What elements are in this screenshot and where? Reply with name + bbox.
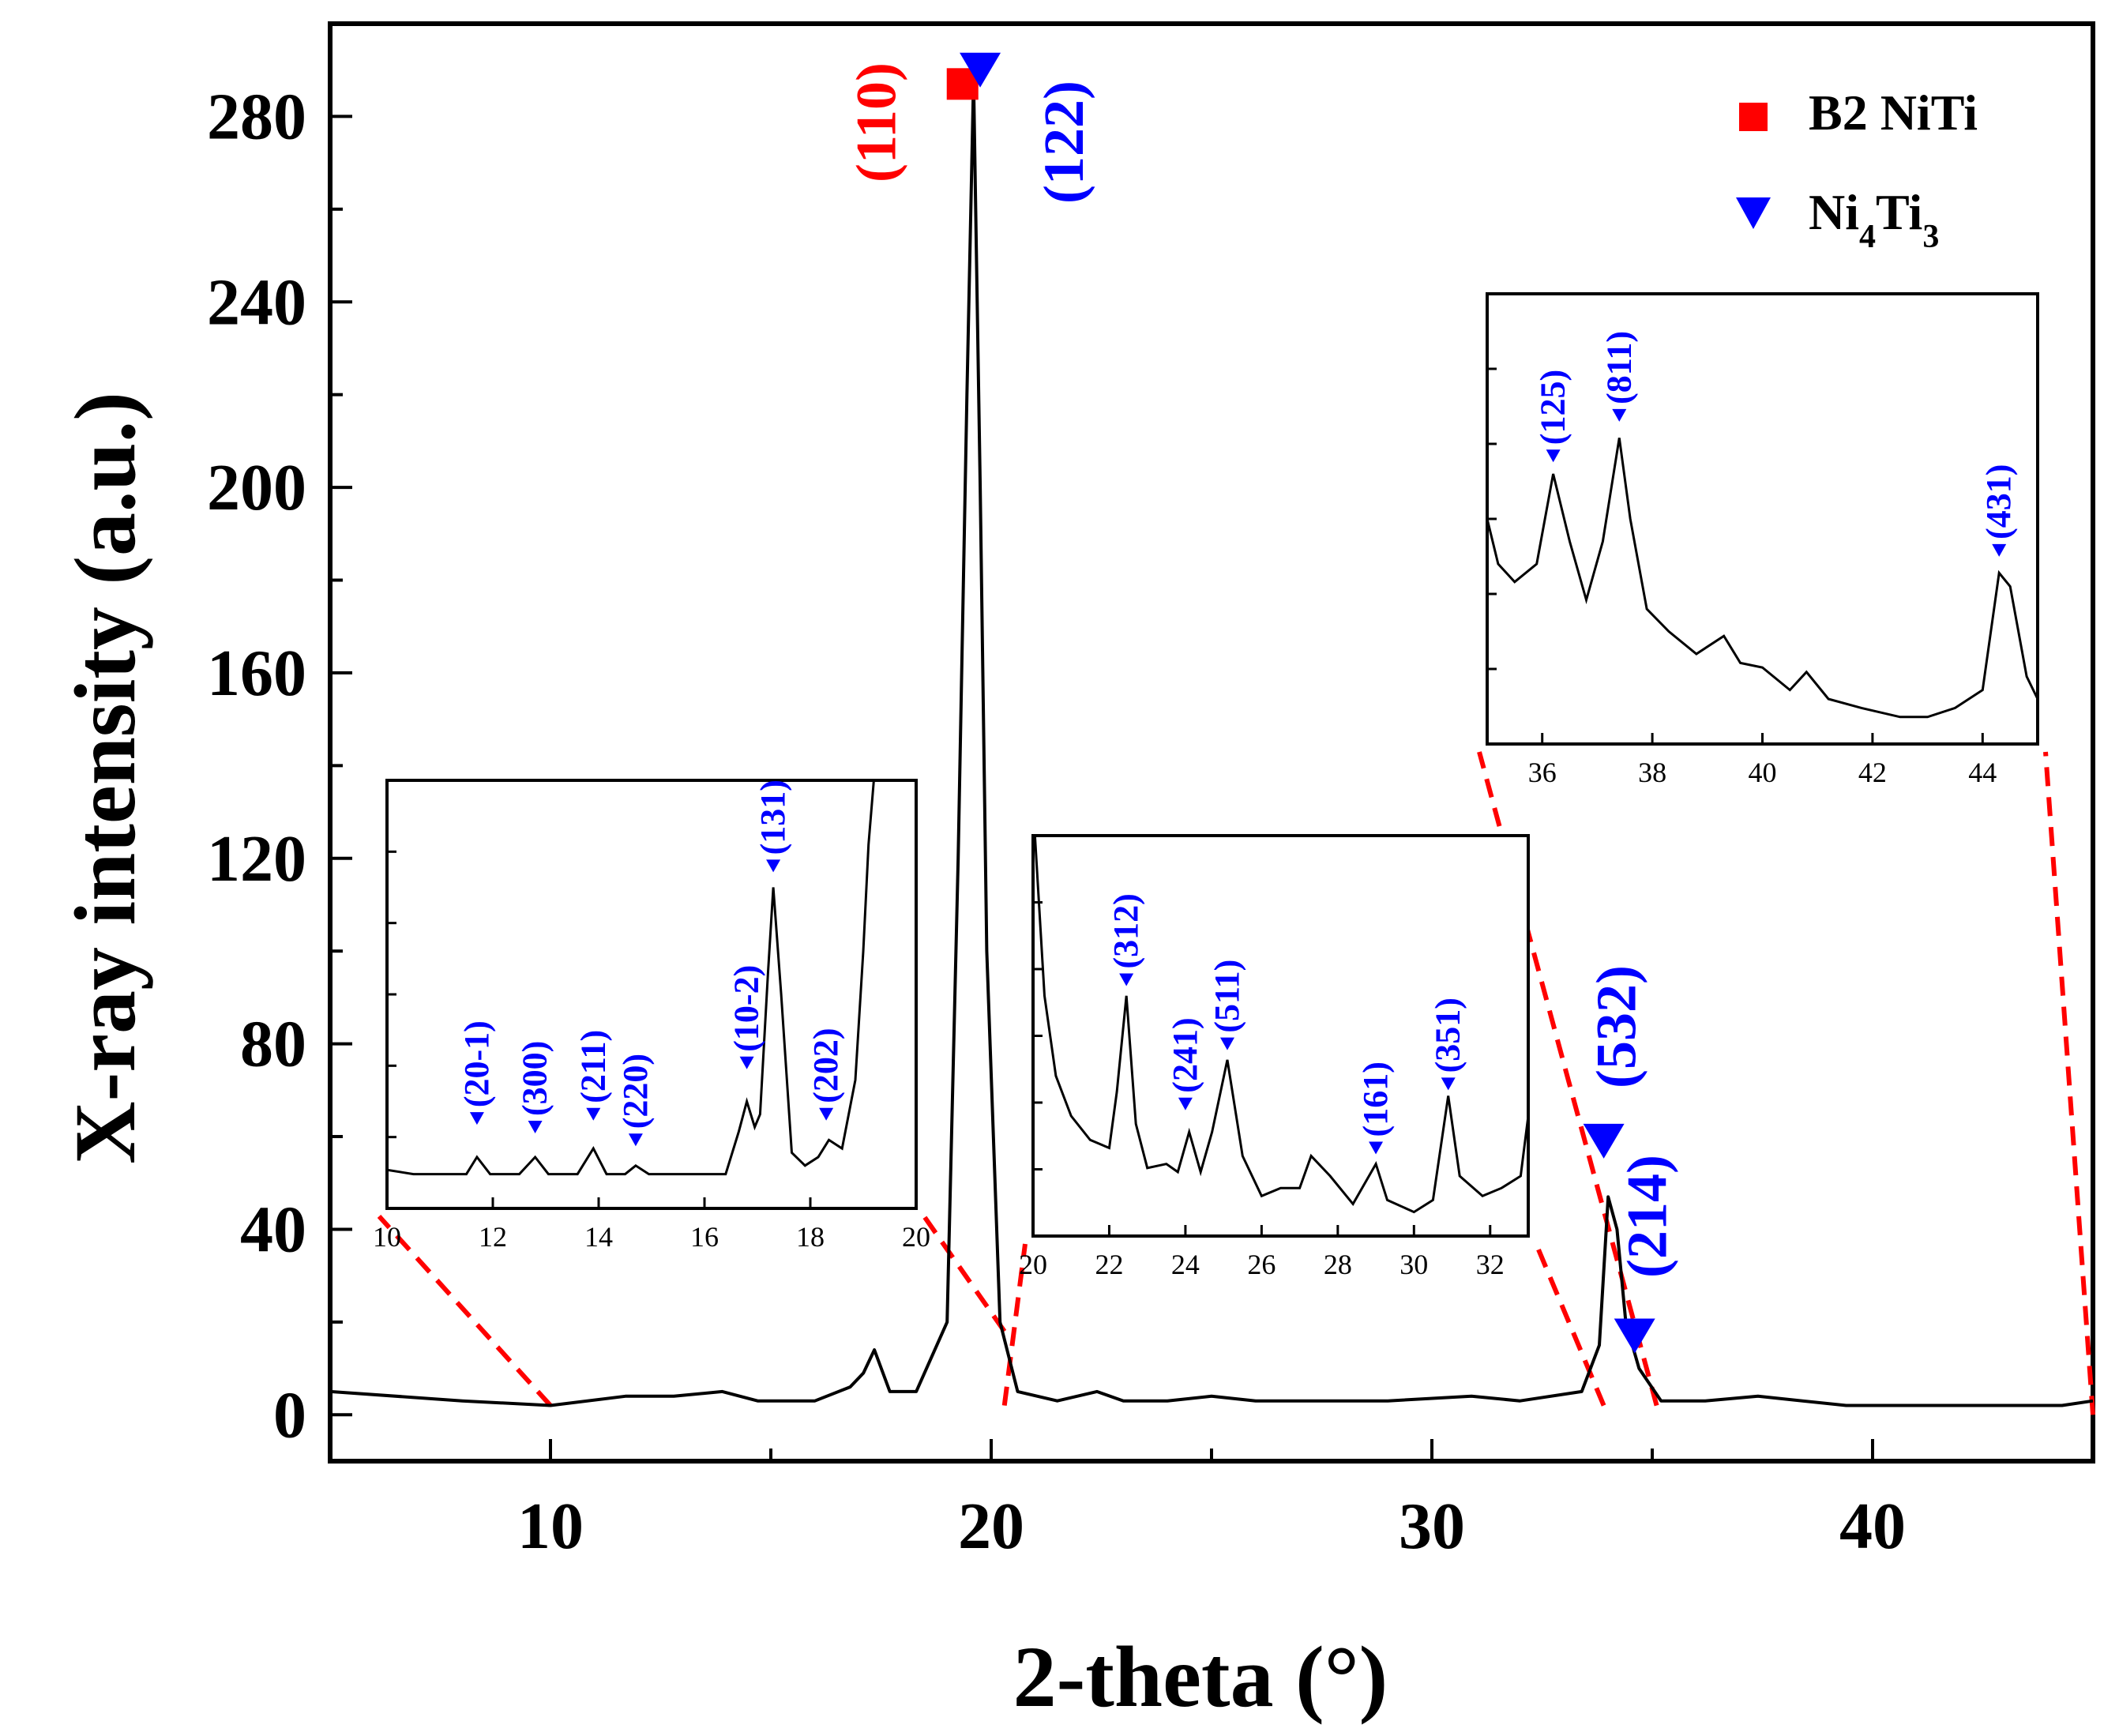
main-series xyxy=(329,77,2094,1407)
inset-x-tick-label: 28 xyxy=(1324,1249,1352,1280)
inset-peak-triangle xyxy=(766,859,781,873)
inset-x-tick-label: 18 xyxy=(796,1221,825,1253)
legend-swatch-b2-niti xyxy=(1739,103,1768,131)
x-tick-label: 20 xyxy=(958,1490,1024,1563)
inset-peak-label: (300) xyxy=(516,1041,554,1116)
zoom-link-line xyxy=(1477,751,1659,1407)
legend-label-ni4ti3: Ni4Ti3 xyxy=(1809,184,1939,255)
inset-peak-triangle xyxy=(586,1107,601,1121)
y-tick-label: 120 xyxy=(207,822,306,896)
zoom-link-line xyxy=(2043,751,2095,1415)
inset-series-line xyxy=(387,780,875,1176)
marker-peak-label: (214) xyxy=(1616,1155,1679,1278)
marker-peak-label: (122) xyxy=(1032,81,1095,204)
y-axis-label: X-ray intensity (a.u.) xyxy=(57,392,153,1164)
x-tick-label: 40 xyxy=(1839,1490,1906,1563)
inset-x-tick-label: 22 xyxy=(1095,1249,1123,1280)
inset-series-line xyxy=(1487,438,2038,719)
inset-x-tick-label: 16 xyxy=(690,1221,719,1253)
inset-peak-label: (10-2) xyxy=(727,965,766,1052)
inset-peak-triangle xyxy=(1546,449,1561,463)
inset-x-tick-label: 10 xyxy=(373,1221,401,1253)
inset-x-tick-label: 20 xyxy=(1019,1249,1047,1280)
y-tick-label: 160 xyxy=(207,637,306,710)
inset-x-tick-label: 42 xyxy=(1858,757,1887,788)
inset-peak-triangle xyxy=(1119,973,1134,986)
main-axis-ticks: 10 20 30 40 0 40 80 120 160 200 240 280 xyxy=(207,80,1906,1563)
inset-peak-label: (20-1) xyxy=(457,1020,496,1107)
inset-plot-3: 36 38 40 42 44 (125) (811) (431) xyxy=(1486,292,2039,788)
zoom-link-line xyxy=(377,1214,553,1407)
x-axis-label: 2-theta (°) xyxy=(1013,1629,1388,1725)
inset-frame xyxy=(385,779,918,1210)
inset-peak-label: (131) xyxy=(753,780,792,855)
inset-peak-triangle xyxy=(739,1056,754,1069)
y-tick-label: 240 xyxy=(207,265,306,339)
y-tick-label: 280 xyxy=(207,80,306,153)
main-peak-markers: (110) (122) (532) (214) xyxy=(845,52,1679,1354)
inset-x-tick-label: 40 xyxy=(1749,757,1777,788)
inset-peak-triangle xyxy=(1369,1141,1384,1155)
zoom-link-line xyxy=(922,1215,1007,1333)
y-tick-label: 200 xyxy=(207,451,306,524)
x-tick-label: 30 xyxy=(1399,1490,1465,1563)
inset-frame xyxy=(1031,834,1530,1238)
x-tick-label: 10 xyxy=(517,1490,584,1563)
inset-frame xyxy=(1486,292,2039,746)
inset-peak-label: (211) xyxy=(573,1030,612,1103)
inset-peak-label: (125) xyxy=(1534,370,1572,445)
marker-ni4ti3-triangle xyxy=(1583,1123,1625,1159)
y-tick-label: 0 xyxy=(273,1378,306,1452)
inset-peak-triangle xyxy=(469,1112,484,1125)
zoom-link-lines xyxy=(377,751,2095,1415)
marker-ni4ti3-triangle xyxy=(1614,1318,1655,1354)
inset-peak-label: (511) xyxy=(1208,960,1246,1033)
inset-x-tick-label: 14 xyxy=(584,1221,613,1253)
inset-peak-triangle xyxy=(1178,1097,1193,1110)
inset-x-tick-label: 26 xyxy=(1247,1249,1276,1280)
inset-peak-triangle xyxy=(1612,408,1627,422)
marker-ni4ti3-triangle xyxy=(960,52,1001,88)
inset-peak-triangle xyxy=(1441,1077,1456,1091)
inset-peak-label: (202) xyxy=(806,1028,845,1103)
xrd-series-line xyxy=(329,77,2094,1407)
inset-x-tick-label: 12 xyxy=(479,1221,507,1253)
zoom-link-line xyxy=(1001,1243,1028,1406)
inset-peak-triangle xyxy=(528,1121,543,1134)
inset-peak-label: (431) xyxy=(1979,464,2018,539)
inset-plot-1: 10 12 14 16 18 20 (20-1) (300) (211) (220) (10-2) (… xyxy=(373,779,930,1253)
legend-swatch-ni4ti3 xyxy=(1736,197,1771,229)
inset-peak-label: (241) xyxy=(1166,1017,1204,1092)
inset-peak-triangle xyxy=(628,1133,643,1147)
inset-peak-triangle xyxy=(819,1107,834,1121)
marker-peak-label: (110) xyxy=(845,62,908,182)
inset-peak-triangle xyxy=(1992,543,2007,557)
zoom-link-line xyxy=(1534,1242,1606,1407)
inset-x-tick-label: 20 xyxy=(902,1221,930,1253)
inset-peak-label: (220) xyxy=(616,1054,655,1129)
inset-peak-label: (351) xyxy=(1429,998,1467,1073)
legend-label-b2-niti: B2 NiTi xyxy=(1809,85,1978,141)
inset-peak-label: (312) xyxy=(1106,893,1145,968)
inset-plot-2: 20 22 24 26 28 30 32 (312) (241)(511) (161) (351) xyxy=(1019,834,1530,1280)
legend: B2 NiTi Ni4Ti3 xyxy=(1736,85,1978,255)
inset-plots: 10 12 14 16 18 20 (20-1) (300) (211) (220) (10-2) (… xyxy=(373,292,2039,1280)
inset-x-tick-label: 38 xyxy=(1638,757,1666,788)
inset-x-tick-label: 44 xyxy=(1968,757,1997,788)
inset-series-line xyxy=(1033,836,1528,1214)
inset-x-tick-label: 32 xyxy=(1476,1249,1505,1280)
inset-peak-label: (811) xyxy=(1599,331,1638,404)
inset-peak-label: (161) xyxy=(1356,1062,1395,1137)
inset-peak-triangle xyxy=(1219,1037,1234,1050)
marker-peak-label: (532) xyxy=(1585,965,1648,1088)
y-tick-label: 40 xyxy=(240,1193,306,1266)
y-tick-label: 80 xyxy=(240,1008,306,1081)
inset-x-tick-label: 30 xyxy=(1400,1249,1428,1280)
inset-x-tick-label: 24 xyxy=(1171,1249,1200,1280)
inset-x-tick-label: 36 xyxy=(1528,757,1557,788)
